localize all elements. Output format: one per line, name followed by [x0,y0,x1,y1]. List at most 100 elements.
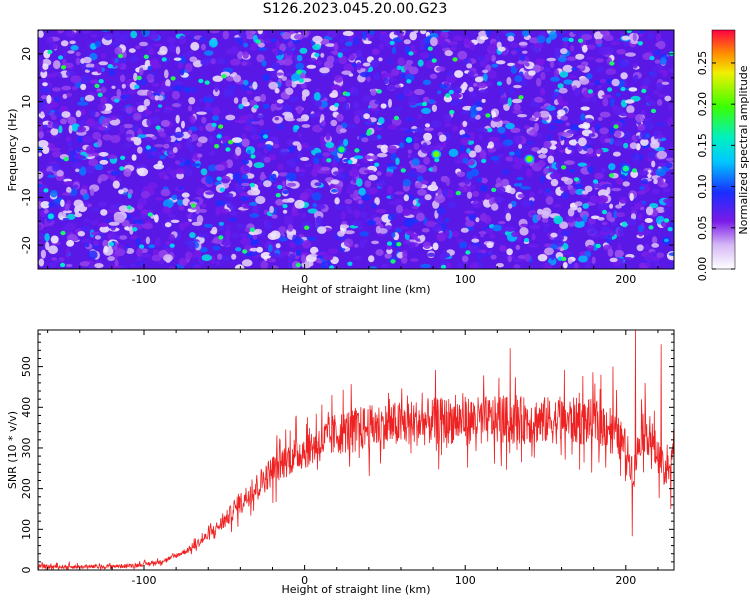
heatmap-bright-cell [94,83,100,89]
heatmap-cell [485,193,491,200]
heatmap-cell [254,228,263,235]
heatmap-cell [163,109,171,114]
heatmap-bright-cell [491,187,497,193]
heatmap-cell [501,169,510,175]
heatmap-cell [630,213,637,221]
heatmap-cell [136,257,143,261]
heatmap-cell [505,212,512,222]
heatmap-cell [192,60,203,68]
heatmap-cell [247,189,257,196]
heatmap-peak [405,136,413,143]
heatmap-cell [110,175,116,181]
heatmap-bright-cell [249,227,255,232]
heatmap-cell [109,203,120,211]
heatmap-cell [487,47,497,56]
heatmap-cell [458,241,468,249]
heatmap-cell [249,99,257,107]
heatmap-cell [175,168,186,175]
heatmap-bright-cell [496,81,503,86]
heatmap-cell [425,52,430,59]
heatmap-cell [225,76,235,82]
heatmap-cell [419,39,426,48]
heatmap-cell [320,52,325,58]
heatmap-cell [251,121,262,125]
heatmap-bright-cell [221,74,227,79]
heatmap-cell [301,93,307,102]
heatmap-cell [480,212,488,222]
heatmap-cell [386,85,396,91]
heatmap-cell [191,109,196,115]
heatmap-cell [490,254,497,260]
heatmap-cell [448,148,459,157]
heatmap-bright-cell [374,162,380,167]
heatmap-cell [560,176,569,182]
heatmap-cell [38,152,42,157]
heatmap-cell [647,151,658,160]
heatmap-cell [116,88,122,98]
heatmap-cell [187,129,193,135]
heatmap-cell [231,232,239,239]
heatmap-cell [476,177,483,183]
heatmap-cell [644,218,653,223]
heatmap-cell [358,187,366,196]
heatmap-bright-cell [434,157,440,163]
heatmap-cell [94,40,102,48]
heatmap-cell [457,50,468,60]
heatmap-cell [578,255,588,263]
heatmap-cell [513,163,523,170]
heatmap-cell [102,239,109,248]
heatmap-cell [61,192,72,196]
heatmap-bright-cell [427,46,433,51]
heatmap-cell [431,181,437,190]
heatmap-cell [171,194,178,201]
colorbar-tick-label: 0.20 [696,92,709,117]
heatmap-cell [77,101,89,106]
heatmap-cell [468,214,476,221]
heatmap-cells [38,30,674,269]
heatmap-cell [545,37,552,44]
heatmap-cell [495,263,504,268]
heatmap-cell [553,119,564,124]
heatmap-cell [175,114,180,124]
heatmap-cell [375,209,387,214]
heatmap-cell [301,240,312,249]
heatmap-cell [599,78,607,84]
heatmap-cell [48,201,56,208]
heatmap-cell [312,35,323,43]
heatmap-cell [478,110,487,116]
heatmap-cell [243,79,249,86]
heatmap-cell [136,247,143,257]
heatmap-bright-cell [345,92,351,97]
heatmap-cell [436,66,446,72]
heatmap-cell [601,221,608,226]
heatmap-cell [471,200,482,209]
heatmap-cell [183,86,191,94]
heatmap-cell [591,96,597,103]
heatmap-peak [526,156,533,163]
heatmap-cell [110,234,120,240]
heatmap-bright-cell [219,187,225,192]
heatmap-cell [77,231,86,237]
heatmap-cell [620,263,631,269]
heatmap-cell [384,225,393,231]
heatmap-cell [137,146,143,154]
heatmap-cell [557,94,563,104]
heatmap-cell [175,46,181,55]
heatmap-cell [257,30,264,35]
heatmap-cell [42,82,48,87]
snr-background [38,330,674,570]
heatmap-cell [562,262,568,269]
snr-x-axis-label: Height of straight line (km) [281,583,430,596]
heatmap-cell [361,194,371,201]
heatmap-cell [109,231,114,236]
heatmap-cell [38,130,44,139]
heatmap-cell [261,59,267,67]
heatmap-cell [376,153,388,158]
heatmap-cell [531,233,536,241]
heatmap-cell [513,103,521,112]
heatmap-cell [62,217,69,221]
heatmap-bright-cell [145,145,151,150]
heatmap-bright-cell [347,261,353,266]
heatmap-cell [127,89,138,95]
heatmap-cell [287,182,297,187]
